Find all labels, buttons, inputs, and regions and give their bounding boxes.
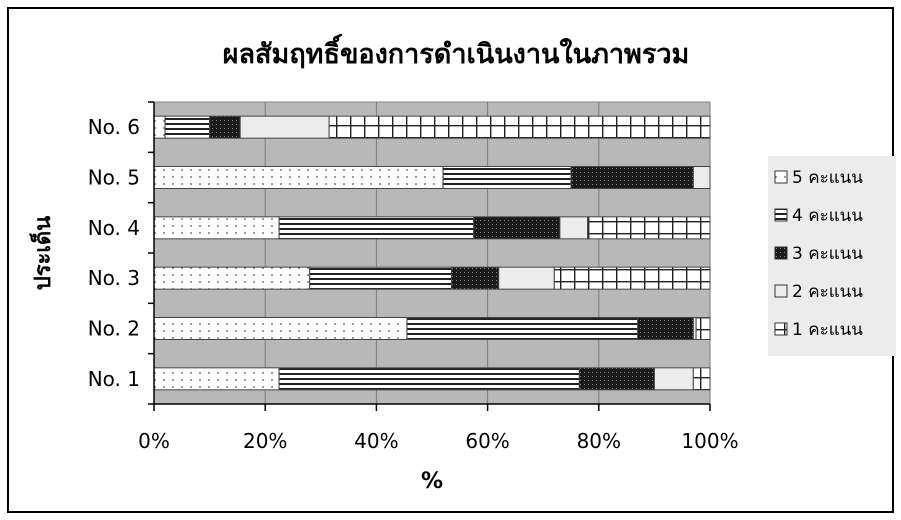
category-label: No. 6	[88, 115, 140, 139]
bar-segment	[209, 115, 241, 139]
x-tick-label: 0%	[138, 429, 170, 453]
bar-segment	[637, 317, 694, 340]
legend-label: 5 คะแนน	[792, 168, 863, 188]
legend-label: 2 คะแนน	[792, 282, 863, 302]
legend-swatch	[774, 208, 788, 222]
category-labels: No. 1 No. 2 No. 3 No. 4 No. 5 No. 6	[88, 115, 140, 391]
bar-segment	[559, 216, 589, 240]
bar-segment	[473, 216, 561, 240]
bar-segment	[653, 367, 694, 391]
bar-segment	[570, 166, 694, 189]
y-axis-label: ประเด็น	[28, 216, 56, 290]
category-label: No. 1	[88, 367, 140, 391]
x-tick-label: 40%	[354, 429, 398, 453]
bar-segment	[153, 216, 280, 240]
bar-segment	[692, 367, 711, 391]
bar-segment	[309, 266, 452, 290]
plot-area	[153, 101, 711, 405]
bars	[153, 115, 711, 391]
x-tick-marks	[153, 404, 711, 411]
legend: 5 คะแนน 4 คะแนน 3 คะแนน 2 คะแนน 1 คะแนน	[768, 156, 896, 356]
gridlines	[264, 102, 711, 404]
category-label: No. 5	[88, 166, 140, 190]
y-tick-marks	[148, 101, 154, 405]
x-tick-label: 60%	[465, 429, 509, 453]
bar-segment	[278, 367, 580, 391]
x-tick-label: 80%	[577, 429, 621, 453]
bar-segment	[553, 266, 711, 290]
category-label: No. 3	[88, 266, 140, 290]
bar-segment	[695, 317, 711, 340]
x-axis-label: %	[421, 469, 443, 494]
legend-swatch	[774, 284, 788, 298]
legend-label: 1 คะแนน	[792, 320, 863, 340]
bar-segment	[153, 166, 444, 189]
legend-label: 3 คะแนน	[792, 244, 863, 264]
category-label: No. 4	[88, 216, 140, 240]
bar-segment	[153, 266, 311, 290]
bar-segment	[406, 317, 639, 340]
bar-segment	[239, 115, 330, 139]
bar-segment	[328, 115, 711, 139]
bar-segment	[578, 367, 655, 391]
legend-swatch	[774, 322, 788, 336]
legend-label: 4 คะแนน	[792, 206, 863, 226]
legend-swatch	[774, 246, 788, 260]
x-tick-labels: 0% 20% 40% 60% 80% 100%	[138, 429, 738, 453]
bar-segment	[442, 166, 572, 189]
bar-segment	[278, 216, 475, 240]
bar-segment	[153, 115, 166, 139]
bar-segment	[587, 216, 711, 240]
bar-segment	[692, 166, 711, 189]
category-label: No. 2	[88, 317, 140, 341]
x-tick-label: 100%	[681, 429, 738, 453]
bar-segment	[164, 115, 211, 139]
bar-segment	[153, 367, 280, 391]
bar-segment	[153, 317, 408, 340]
x-tick-label: 20%	[243, 429, 287, 453]
legend-swatch	[774, 170, 788, 184]
bar-segment	[498, 266, 555, 290]
chart-title: ผลสัมฤทธิ์ของการดำเนินงานในภาพรวม	[223, 34, 690, 70]
legend-box	[768, 156, 896, 356]
bar-segment	[450, 266, 500, 290]
